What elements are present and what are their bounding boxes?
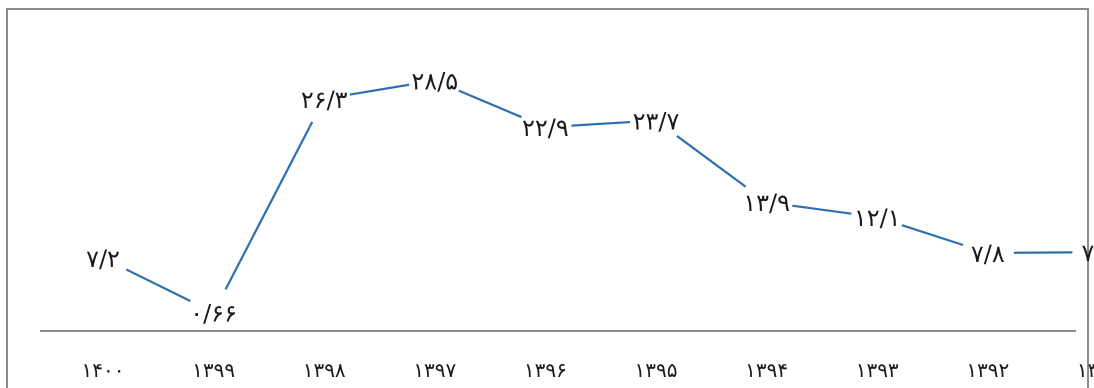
line-segment: [571, 122, 630, 126]
data-label: ۷/۸: [971, 240, 1005, 268]
line-segment: [902, 225, 963, 245]
line-segment: [792, 206, 851, 214]
x-tick-label: ۱۴۰۰: [82, 358, 125, 382]
data-label: ۱۲/۱: [854, 204, 901, 232]
x-tick-label: ۱۳۹۲: [966, 358, 1009, 382]
x-tick-label: ۱۳۹۱: [1077, 358, 1094, 382]
line-segment: [350, 85, 409, 95]
line-segment: [677, 136, 746, 187]
x-tick-label: ۱۳۹۹: [192, 358, 235, 382]
data-label: ۰/۶۶: [190, 300, 237, 328]
data-label: ۱۳/۹: [743, 189, 790, 217]
x-tick-labels: ۱۴۰۰ ۱۳۹۹ ۱۳۹۸ ۱۳۹۷ ۱۳۹۶ ۱۳۹۵ ۱۳۹۴ ۱۳۹۳ ۱۳۹۲ ۱۳۹۱: [82, 358, 1094, 382]
data-label: ۷/۲: [86, 245, 120, 273]
data-label: ۷/۹: [1081, 239, 1094, 267]
data-label: ۲۶/۳: [301, 86, 348, 114]
line-segment: [126, 269, 190, 301]
x-tick-label: ۱۳۹۵: [635, 358, 678, 382]
data-labels: ۷/۲ ۰/۶۶ ۲۶/۳ ۲۸/۵ ۲۲/۹ ۲۳/۷ ۱۳/۹ ۱۲/۱ ۷/۸ ۷/۹: [86, 68, 1094, 328]
x-tick-label: ۱۳۹۷: [413, 358, 456, 382]
x-tick-label: ۱۳۹۳: [856, 358, 899, 382]
data-label: ۲۸/۵: [411, 68, 458, 96]
data-label: ۲۳/۷: [633, 108, 680, 136]
x-tick-label: ۱۳۹۶: [524, 358, 567, 382]
x-tick-label: ۱۳۹۸: [303, 358, 346, 382]
data-label: ۲۲/۹: [522, 114, 569, 142]
x-tick-label: ۱۳۹۴: [745, 358, 788, 382]
line-segment: [226, 122, 313, 289]
series-line: [126, 85, 1072, 301]
line-segment: [459, 91, 522, 117]
